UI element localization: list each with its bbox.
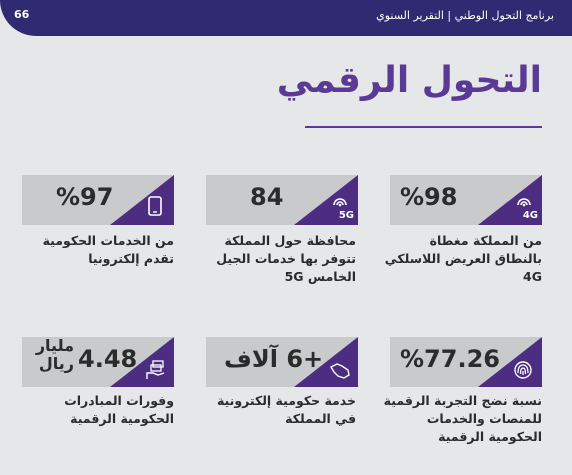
stat-card-savings: مليار ريال 4.48: [22, 337, 174, 387]
money-hand-icon: [146, 360, 165, 379]
top-bar: 66 برنامج التحول الوطني | التقرير السنوي: [0, 0, 572, 36]
stat-value: 84: [250, 183, 284, 211]
stat-value: %98: [400, 183, 458, 211]
stat-card-5g-governorates: 84 5G: [206, 175, 358, 225]
page-number: 66: [14, 8, 30, 21]
title-divider: [305, 126, 542, 128]
signal-icon: [517, 198, 531, 207]
stat-value: %97: [56, 183, 114, 211]
stat-card-e-services: %97: [22, 175, 174, 225]
stat-value: %77.26: [400, 345, 500, 373]
saudi-map-icon: [330, 363, 350, 379]
stat-description: نسبة نضج التجربة الرقمية للمنصات والخدما…: [383, 393, 542, 444]
stat-description: من الخدمات الحكومية تقدم إلكترونيا: [42, 233, 174, 266]
card-corner: [110, 175, 174, 225]
report-header: برنامج التحول الوطني | التقرير السنوي: [376, 9, 554, 22]
stat-card-4g-coverage: %98 4G: [390, 175, 542, 225]
stat-unit: مليار ريال: [35, 336, 74, 373]
stat-description: خدمة حكومية إلكترونية في المملكة: [216, 393, 356, 426]
network-badge: 4G: [522, 210, 538, 221]
stat-description: محافظة حول المملكة تتوفر بها خدمات الجيل…: [216, 233, 356, 284]
stat-description: من المملكة مغطاة بالنطاق العريض اللاسلكي…: [384, 233, 542, 284]
signal-icon: [333, 198, 347, 207]
stat-value: 4.48: [78, 345, 138, 373]
stat-description: وفورات المبادرات الحكومية الرقمية: [64, 393, 174, 426]
stat-card-government-services: +6 آلاف: [206, 337, 358, 387]
tablet-icon: [148, 196, 162, 216]
network-badge: 5G: [338, 210, 354, 221]
page-title: التحول الرقمي: [276, 60, 542, 101]
stat-card-digital-maturity: %77.26: [390, 337, 542, 387]
fingerprint-icon: [514, 361, 532, 379]
stat-value: +6 آلاف: [224, 345, 324, 373]
